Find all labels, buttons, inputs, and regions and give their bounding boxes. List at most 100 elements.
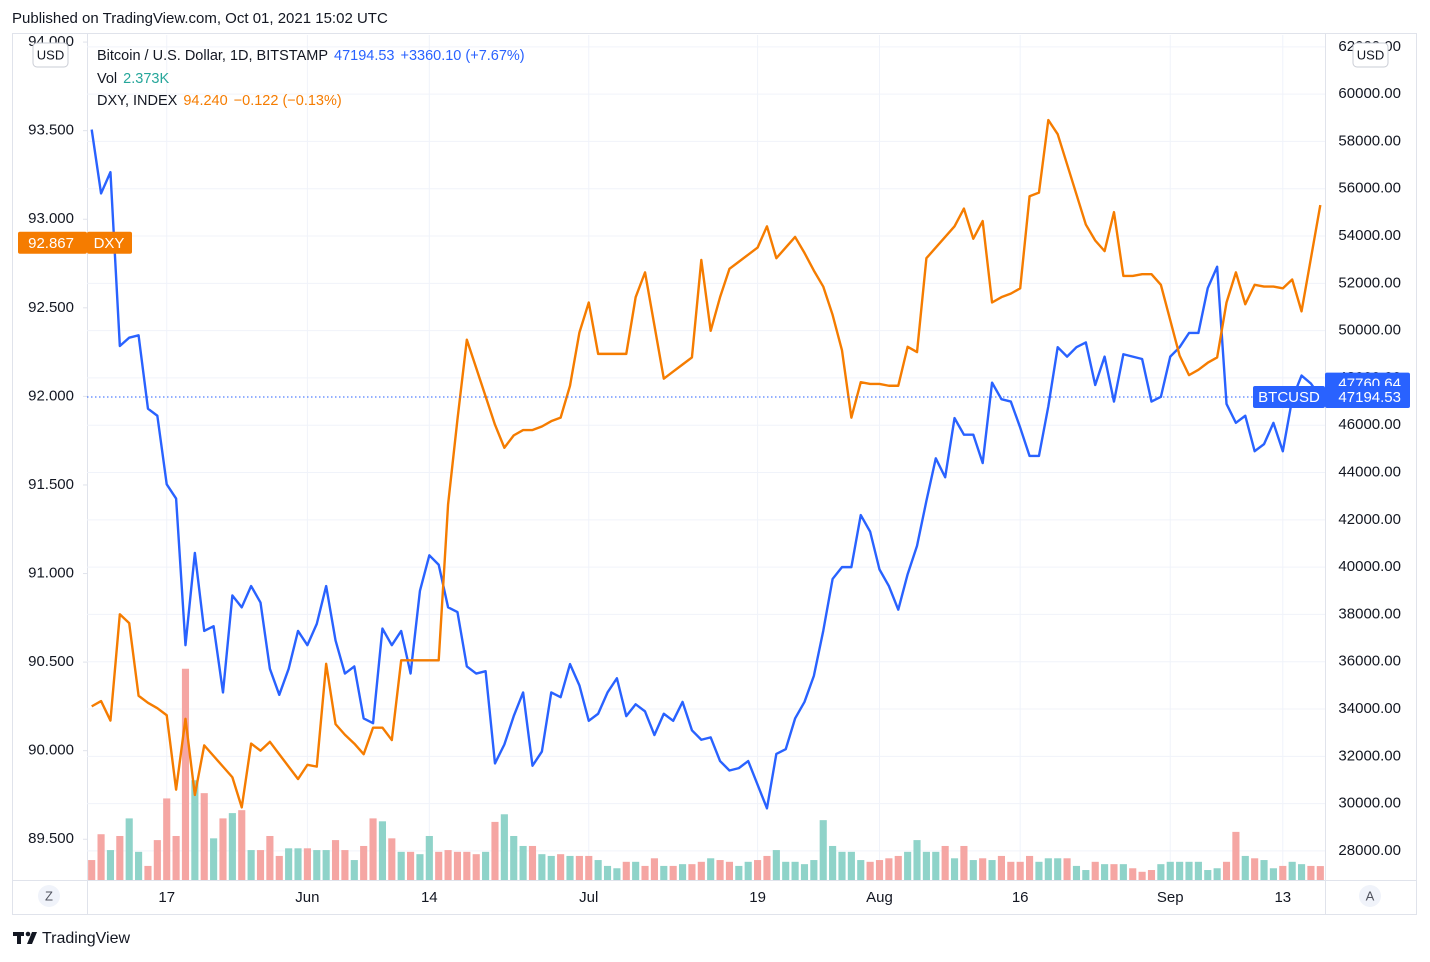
volume-bar [669, 865, 677, 880]
y2-tick-label: 44000.00 [1338, 463, 1401, 480]
y-tick-label: 93.000 [28, 210, 74, 227]
series-tag-name: BTCUSD [1258, 389, 1320, 406]
y-tick-label: 89.500 [28, 830, 74, 847]
volume-bar [1035, 861, 1043, 880]
volume-bar [322, 850, 330, 880]
left-unit-badge[interactable] [32, 42, 69, 68]
y-tick-label: 93.500 [28, 122, 74, 139]
volume-bar [1129, 868, 1137, 880]
volume-bar [697, 861, 705, 880]
y-tick-label: 92.000 [28, 387, 74, 404]
volume-bar [482, 851, 490, 880]
series-line [90, 129, 1322, 810]
y2-tick-label: 38000.00 [1338, 605, 1401, 622]
volume-bar [491, 821, 499, 880]
brand-logo [13, 931, 37, 944]
volume-bar [88, 860, 96, 880]
volume-bar [1260, 860, 1268, 880]
auto-scale-label[interactable]: A [1366, 888, 1375, 903]
right-unit[interactable]: USD [1357, 47, 1384, 62]
volume-bar [1269, 868, 1277, 880]
y-tick-label: 91.000 [28, 565, 74, 582]
legend-value: 47194.53 [334, 48, 395, 64]
legend-change: +3360.10 (+7.67%) [400, 48, 525, 64]
volume-bar [388, 838, 396, 880]
volume-bar [341, 850, 349, 880]
volume-bar [472, 854, 480, 880]
volume-bar [106, 850, 115, 880]
series-line [91, 118, 1322, 809]
volume-bar [1101, 864, 1109, 880]
volume-bar [1119, 864, 1127, 880]
y2-tick-label: 54000.00 [1338, 227, 1401, 244]
volume-bar [313, 850, 321, 880]
series-tag-box [87, 231, 132, 254]
zoom-button[interactable] [38, 885, 60, 907]
left-unit[interactable]: USD [37, 47, 64, 62]
volume-bar [397, 851, 405, 880]
volume-bar [1232, 831, 1240, 880]
auto-scale-button[interactable] [1359, 885, 1381, 907]
volume-bar [969, 860, 977, 880]
volume-bar [557, 854, 565, 880]
logo-part [25, 931, 31, 937]
volume-bar [857, 860, 865, 880]
volume-bar [810, 860, 818, 880]
series-tag-name: DXY [94, 235, 125, 252]
volume-bar [1297, 864, 1306, 880]
volume-bar [1138, 871, 1146, 880]
y2-tick-label: 36000.00 [1338, 653, 1401, 670]
volume-bar [725, 861, 734, 880]
volume-bar [707, 858, 715, 880]
grid [87, 35, 1325, 880]
published-note: Published on TradingView.com, Oct 01, 20… [12, 10, 388, 27]
volume-bar [519, 845, 527, 880]
volume-bar [191, 780, 199, 880]
y2-tick-label: 30000.00 [1338, 795, 1401, 812]
volume-bar [1251, 858, 1259, 880]
price-tag-box [18, 231, 87, 254]
volume-bar [678, 864, 687, 880]
volume-bar [135, 851, 143, 880]
volume-bar [378, 821, 386, 880]
volume-bar [210, 838, 218, 880]
volume-bar [979, 858, 987, 880]
volume-bar [716, 860, 724, 880]
volume-bar [838, 851, 846, 880]
legend-label: DXY, INDEX [97, 93, 178, 109]
y2-tick-label: 52000.00 [1338, 274, 1401, 291]
y-tick-label: 90.000 [28, 742, 74, 759]
volume-bar [688, 864, 696, 880]
y-tick-label: 90.500 [28, 653, 74, 670]
volume-bar [1054, 858, 1062, 880]
volume-bar [829, 845, 837, 880]
x-tick-label: 14 [421, 889, 438, 906]
volume-bar [744, 861, 752, 880]
volume-bar [266, 835, 274, 880]
right-unit-badge[interactable] [1352, 42, 1389, 68]
volume-bar [153, 840, 161, 880]
x-tick-label: 17 [158, 889, 175, 906]
volume-bar [219, 818, 227, 880]
volume-bar [256, 850, 265, 880]
volume-bar [1279, 865, 1287, 880]
volume-bar [1091, 861, 1099, 880]
volume-bar [1007, 861, 1015, 880]
series-lines [90, 118, 1322, 810]
volume-bar [228, 813, 236, 880]
volume-bar [510, 835, 518, 880]
volume-bar [566, 855, 574, 880]
volume-bar [163, 798, 171, 880]
volume-bar [1082, 870, 1090, 880]
chart-frame [12, 33, 1417, 915]
legend: Bitcoin / U.S. Dollar, 1D, BITSTAMP 47194… [97, 45, 531, 113]
volume-bar [1016, 861, 1024, 880]
volume-bar [416, 854, 424, 880]
zoom-label[interactable]: Z [45, 888, 53, 903]
x-tick-label: 16 [1012, 889, 1029, 906]
y-tick-label: 92.500 [28, 299, 74, 316]
volume-bar [360, 845, 368, 880]
volume-bar [997, 855, 1005, 880]
volume-bar [547, 855, 555, 880]
